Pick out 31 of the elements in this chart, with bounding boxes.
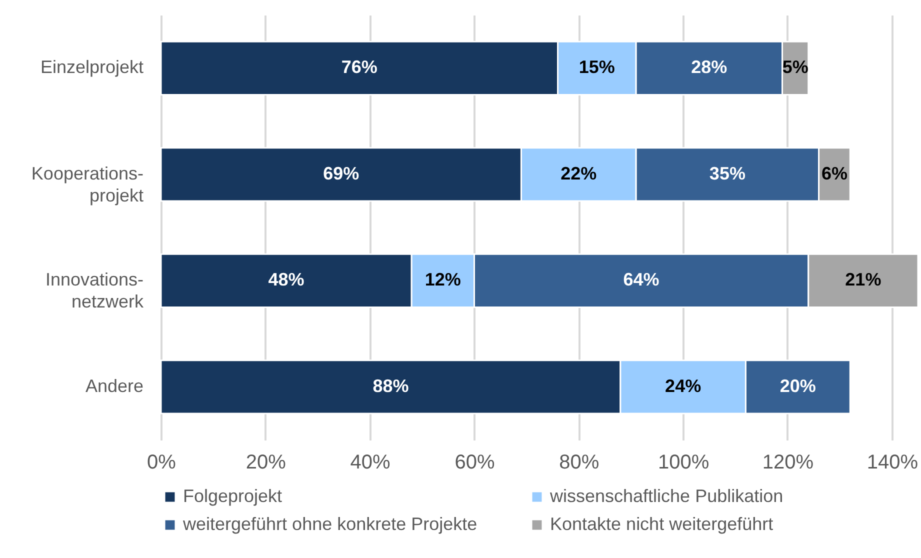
data-label: 35% [709, 163, 746, 184]
x-tick-label: 20% [246, 452, 286, 474]
data-label: 20% [780, 376, 816, 396]
y-tick-label: Innovations- netzwerk [45, 270, 144, 312]
data-label: 22% [560, 163, 597, 184]
data-label: 21% [845, 270, 882, 290]
x-tick-label: 40% [350, 452, 391, 474]
data-label: 28% [691, 57, 728, 78]
y-tick-label: Einzelprojekt [40, 57, 144, 78]
data-label: 6% [821, 163, 848, 184]
y-tick-label: Andere [85, 376, 144, 396]
x-tick-label: 140% [866, 452, 918, 474]
data-label: 69% [323, 163, 360, 184]
legend-label: weitergeführt ohne konkrete Projekte [182, 514, 478, 534]
x-tick-label: 120% [762, 452, 814, 474]
data-label: 15% [578, 57, 615, 78]
data-label: 48% [268, 270, 304, 290]
legend-label: Kontakte nicht weitergeführt [550, 514, 774, 534]
data-label: 5% [782, 57, 808, 78]
x-tick-label: 80% [559, 452, 600, 474]
x-tick-label: 100% [658, 452, 710, 474]
data-label: 64% [623, 270, 660, 290]
legend-label: wissenschaftliche Publikation [549, 486, 784, 506]
legend-label: Folgeprojekt [183, 486, 282, 506]
data-label: 88% [372, 376, 409, 396]
x-tick-label: 60% [454, 452, 495, 474]
data-label: 76% [341, 57, 378, 78]
x-tick-label: 0% [147, 452, 176, 474]
data-label: 12% [424, 270, 461, 290]
data-label: 24% [665, 376, 702, 396]
y-tick-label: Kooperations- projekt [31, 163, 144, 206]
